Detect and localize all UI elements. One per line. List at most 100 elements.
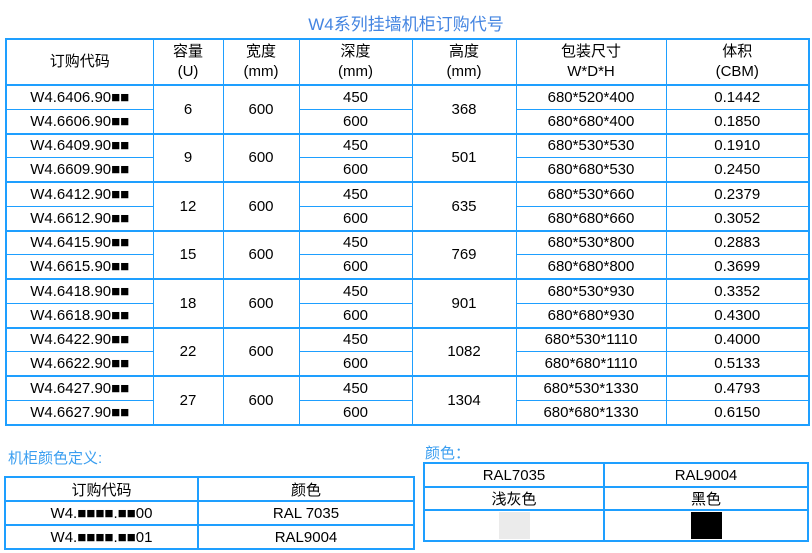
capacity-cell: 15 bbox=[152, 229, 224, 280]
header-line1: 体积 bbox=[722, 43, 753, 60]
table-row: W4.6418.90■■ 18 600 450 901 680*530*930 0.3352 bbox=[5, 277, 810, 328]
height-cell: 368 bbox=[411, 84, 517, 134]
width-cell: 600 bbox=[222, 132, 300, 183]
header-col-5: 包装尺寸 W*D*H bbox=[515, 38, 667, 86]
order-code-cell: W4.6422.90■■ bbox=[5, 326, 154, 353]
volume-cell: 0.3352 bbox=[665, 277, 810, 304]
header-line2: (mm) bbox=[446, 63, 482, 80]
color-swatch bbox=[690, 512, 722, 539]
order-code-cell: W4.6615.90■■ bbox=[5, 254, 154, 280]
header-line1: 订购代码 bbox=[49, 53, 110, 70]
table-row: W4.6427.90■■ 27 600 450 1304 680*530*1330 0.47… bbox=[5, 374, 810, 425]
depth-cell: 450 bbox=[298, 277, 413, 304]
width-cell: 600 bbox=[222, 84, 300, 134]
volume-cell: 0.6150 bbox=[665, 399, 810, 426]
capacity-cell: 27 bbox=[152, 375, 224, 425]
table-row: W4.6618.90■■ 600 680*680*930 0.4300 bbox=[5, 302, 810, 329]
package-size-cell: 680*680*930 bbox=[515, 302, 667, 329]
depth-cell: 450 bbox=[298, 374, 413, 401]
color-def-code-cell: W4.■■■■.■■01 bbox=[4, 524, 199, 550]
header-line2: (U) bbox=[177, 63, 199, 80]
package-size-cell: 680*680*1330 bbox=[515, 399, 667, 426]
color-def-header-color: 颜色 bbox=[197, 476, 415, 502]
width-cell: 600 bbox=[222, 229, 300, 280]
capacity-cell: 22 bbox=[152, 326, 224, 377]
header-col-0: 订购代码 bbox=[5, 38, 154, 86]
width-cell: 600 bbox=[222, 326, 300, 377]
volume-cell: 0.3052 bbox=[665, 205, 810, 232]
order-code-cell: W4.6427.90■■ bbox=[5, 374, 154, 401]
package-size-cell: 680*680*660 bbox=[515, 205, 667, 232]
package-size-cell: 680*680*800 bbox=[515, 254, 667, 280]
volume-cell: 0.4300 bbox=[665, 302, 810, 329]
color-definition-heading: 机柜颜色定义: bbox=[8, 450, 103, 467]
order-code-cell: W4.6418.90■■ bbox=[5, 277, 154, 304]
package-size-cell: 680*530*800 bbox=[515, 229, 667, 256]
order-code-cell: W4.6409.90■■ bbox=[5, 132, 154, 159]
depth-cell: 600 bbox=[298, 108, 413, 135]
order-code-cell: W4.6622.90■■ bbox=[5, 351, 154, 377]
table-row: W4.6406.90■■ 6 600 450 368 680*520*400 0.1442 bbox=[5, 83, 810, 134]
package-size-cell: 680*530*530 bbox=[515, 132, 667, 159]
color-name-row: 浅灰色 黑色 bbox=[423, 486, 809, 511]
table-row: W4.6622.90■■ 600 680*680*1110 0.5133 bbox=[5, 351, 810, 377]
order-code-cell: W4.6627.90■■ bbox=[5, 399, 154, 426]
volume-cell: 0.1442 bbox=[665, 83, 810, 110]
volume-cell: 0.1850 bbox=[665, 108, 810, 135]
depth-cell: 600 bbox=[298, 351, 413, 377]
volume-cell: 0.1910 bbox=[665, 132, 810, 159]
color-heading: 颜色： bbox=[425, 445, 471, 462]
package-size-cell: 680*530*660 bbox=[515, 180, 667, 207]
header-col-3: 深度 (mm) bbox=[298, 38, 413, 86]
package-size-cell: 680*680*400 bbox=[515, 108, 667, 135]
header-col-1: 容量 (U) bbox=[152, 38, 224, 86]
color-def-row: W4.■■■■.■■00 RAL 7035 bbox=[4, 500, 415, 526]
depth-cell: 450 bbox=[298, 83, 413, 110]
ral-code-cell: RAL9004 bbox=[603, 462, 809, 488]
table-row: W4.6612.90■■ 600 680*680*660 0.3052 bbox=[5, 205, 810, 232]
table-row: W4.6415.90■■ 15 600 450 769 680*530*800 0.2883 bbox=[5, 229, 810, 280]
depth-cell: 600 bbox=[298, 157, 413, 183]
package-size-cell: 680*530*930 bbox=[515, 277, 667, 304]
color-name-cell: 浅灰色 bbox=[423, 486, 605, 511]
order-code-cell: W4.6609.90■■ bbox=[5, 157, 154, 183]
package-size-cell: 680*680*530 bbox=[515, 157, 667, 183]
capacity-cell: 12 bbox=[152, 181, 224, 231]
depth-cell: 600 bbox=[298, 399, 413, 426]
header-col-6: 体积 (CBM) bbox=[665, 38, 810, 86]
order-code-cell: W4.6618.90■■ bbox=[5, 302, 154, 329]
order-code-cell: W4.6415.90■■ bbox=[5, 229, 154, 256]
depth-cell: 450 bbox=[298, 229, 413, 256]
table-row: W4.6422.90■■ 22 600 450 1082 680*530*1110 0.40… bbox=[5, 326, 810, 377]
header-line1: 容量 bbox=[172, 43, 203, 60]
volume-cell: 0.3699 bbox=[665, 254, 810, 280]
order-code-cell: W4.6606.90■■ bbox=[5, 108, 154, 135]
volume-cell: 0.5133 bbox=[665, 351, 810, 377]
swatch-cell bbox=[603, 509, 809, 542]
header-line2: (CBM) bbox=[715, 63, 759, 80]
header-line1: 宽度 bbox=[245, 43, 276, 60]
depth-cell: 600 bbox=[298, 205, 413, 232]
width-cell: 600 bbox=[222, 278, 300, 328]
swatch-cell bbox=[423, 509, 605, 542]
table-row: W4.6606.90■■ 600 680*680*400 0.1850 bbox=[5, 108, 810, 135]
volume-cell: 0.4000 bbox=[665, 326, 810, 353]
order-code-cell: W4.6412.90■■ bbox=[5, 180, 154, 207]
depth-cell: 600 bbox=[298, 254, 413, 280]
color-def-color-cell: RAL 7035 bbox=[197, 500, 415, 526]
depth-cell: 450 bbox=[298, 180, 413, 207]
header-line2: (mm) bbox=[243, 63, 279, 80]
color-def-color-cell: RAL9004 bbox=[197, 524, 415, 550]
table-row: W4.6412.90■■ 12 600 450 635 680*530*660 0.2379 bbox=[5, 180, 810, 231]
color-def-code-cell: W4.■■■■.■■00 bbox=[4, 500, 199, 526]
depth-cell: 600 bbox=[298, 302, 413, 329]
color-name-cell: 黑色 bbox=[603, 486, 809, 511]
package-size-cell: 680*520*400 bbox=[515, 83, 667, 110]
package-size-cell: 680*530*1110 bbox=[515, 326, 667, 353]
width-cell: 600 bbox=[222, 375, 300, 425]
volume-cell: 0.2450 bbox=[665, 157, 810, 183]
color-def-row: W4.■■■■.■■01 RAL9004 bbox=[4, 524, 415, 550]
table-row: W4.6615.90■■ 600 680*680*800 0.3699 bbox=[5, 254, 810, 280]
height-cell: 769 bbox=[411, 229, 517, 280]
